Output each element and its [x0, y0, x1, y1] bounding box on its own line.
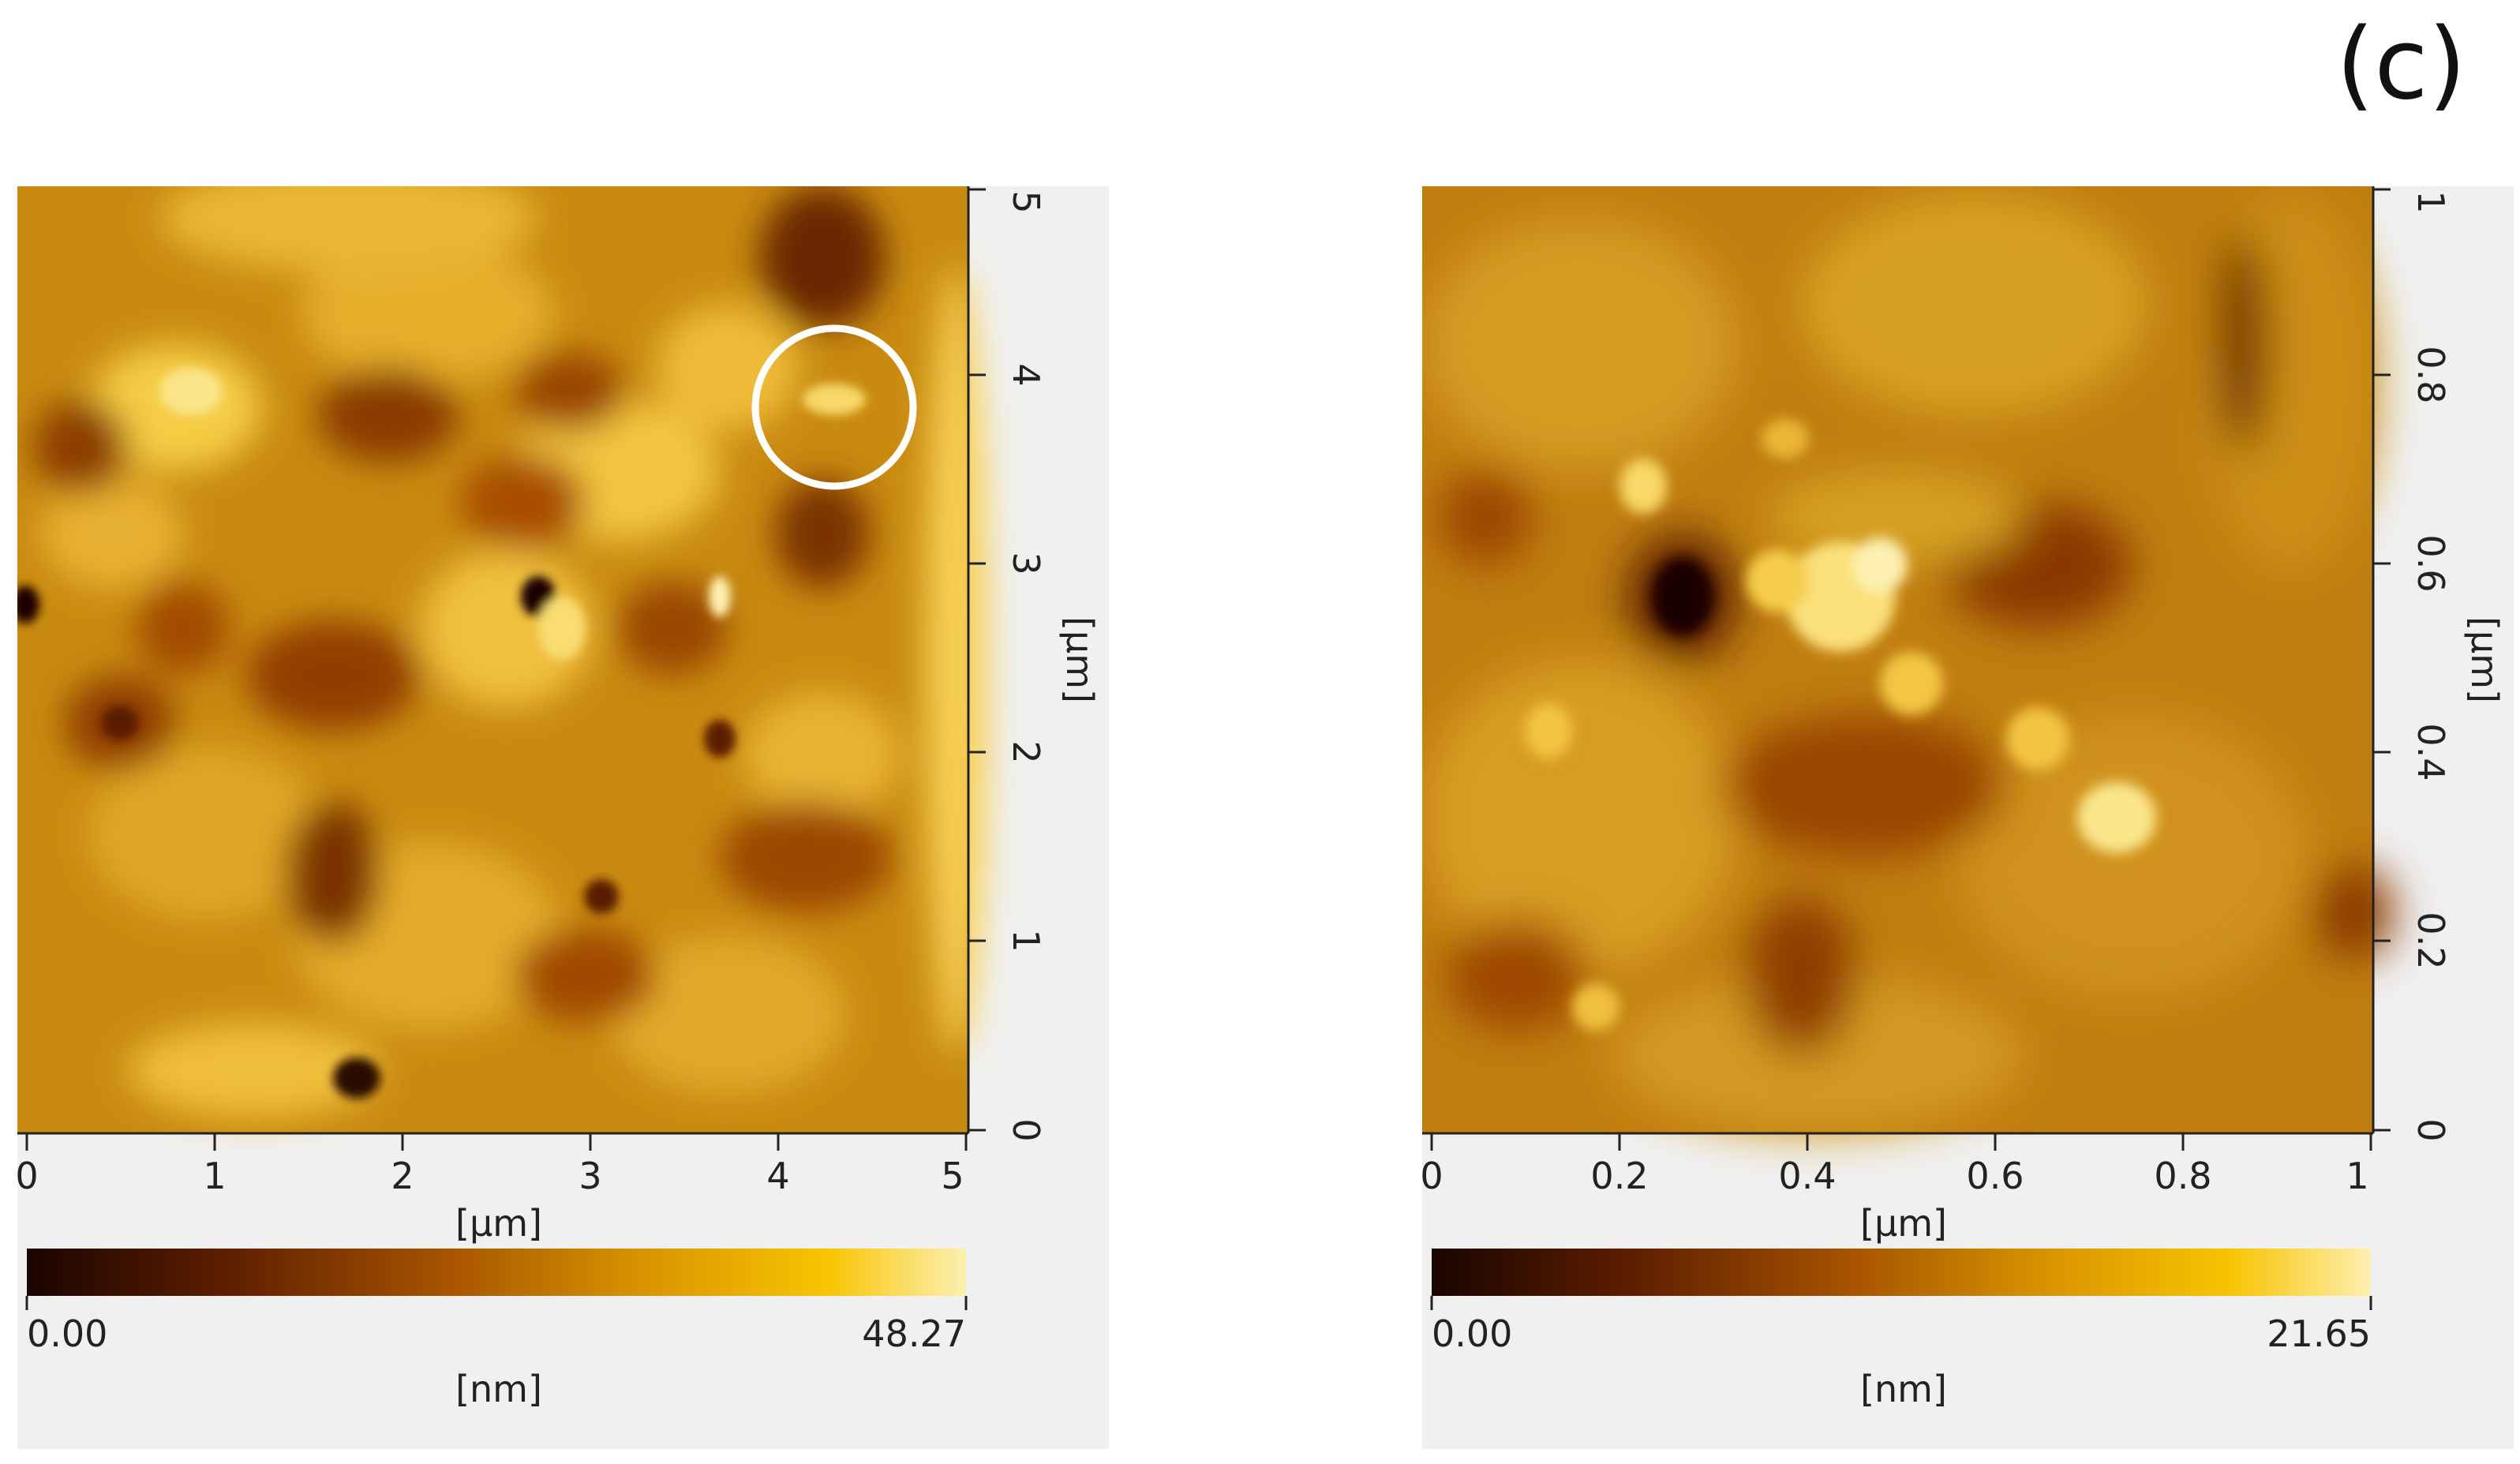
axes-right — [1422, 186, 2375, 1135]
x-tick-label: 0.6 — [1966, 1155, 2024, 1197]
y-tick-label: 0.2 — [2410, 912, 2452, 969]
x-tick-marks-right — [1430, 1133, 2372, 1151]
y-tick-label: 0 — [2410, 1118, 2452, 1141]
y-tick-label: 2 — [1005, 740, 1047, 763]
y-tick-label: 0.4 — [2410, 723, 2452, 781]
x-axis-unit: [µm] — [1860, 1202, 1947, 1245]
colorbar-min: 0.00 — [27, 1312, 107, 1355]
x-tick-label: 4 — [766, 1155, 789, 1197]
y-tick-label: 0.8 — [2410, 346, 2452, 403]
colorbar-min: 0.00 — [1432, 1312, 1512, 1355]
y-tick-marks-left — [968, 188, 986, 1132]
afm-panel-left-svg: 0 1 2 3 4 5 [µm] 0 1 2 3 4 5 [µm] — [11, 163, 1101, 1410]
x-tick-label: 0 — [1422, 1155, 1443, 1197]
colorbar-left — [27, 1249, 966, 1296]
colorbar-max: 48.27 — [862, 1312, 966, 1355]
x-tick-label: 0.2 — [1590, 1155, 1648, 1197]
y-tick-label: 3 — [1005, 552, 1047, 575]
y-tick-marks-right — [2373, 188, 2391, 1132]
afm-panel-right: 0 0.2 0.4 0.6 0.8 1 [µm] 0 0.2 0.4 0.6 0… — [1420, 186, 2514, 1449]
axes-left — [17, 186, 970, 1135]
colorbar-unit: [nm] — [1860, 1368, 1947, 1410]
afm-panel-left: 0 1 2 3 4 5 [µm] 0 1 2 3 4 5 [µm] — [11, 163, 1109, 1449]
figure-label: (c) — [2336, 8, 2466, 122]
y-tick-label: 0 — [1005, 1118, 1047, 1141]
x-tick-label: 1 — [203, 1155, 226, 1197]
x-tick-label: 2 — [391, 1155, 414, 1197]
y-tick-label: 0.6 — [2410, 534, 2452, 592]
x-tick-label: 0.8 — [2154, 1155, 2211, 1197]
afm-height-map-right — [1422, 186, 2393, 1133]
x-tick-label: 0 — [17, 1155, 39, 1197]
y-axis-unit: [µm] — [2463, 616, 2506, 703]
x-tick-label: 0.4 — [1778, 1155, 1836, 1197]
y-tick-label: 5 — [1005, 190, 1047, 213]
x-tick-label: 1 — [2346, 1155, 2368, 1197]
colorbar-right — [1432, 1249, 2371, 1296]
colorbar-max: 21.65 — [2267, 1312, 2371, 1355]
x-tick-label: 3 — [579, 1155, 601, 1197]
x-axis-unit: [µm] — [455, 1202, 542, 1245]
y-tick-label: 1 — [2410, 190, 2452, 213]
colorbar-unit: [nm] — [455, 1368, 542, 1410]
y-tick-label: 4 — [1005, 363, 1047, 386]
afm-height-map-left — [11, 163, 988, 1133]
x-tick-marks-left — [25, 1133, 968, 1151]
y-tick-label: 1 — [1005, 929, 1047, 952]
highlight-circle — [751, 324, 917, 490]
y-axis-unit: [µm] — [1058, 616, 1101, 703]
x-tick-label: 5 — [941, 1155, 964, 1197]
afm-panel-right-svg: 0 0.2 0.4 0.6 0.8 1 [µm] 0 0.2 0.4 0.6 0… — [1420, 186, 2506, 1410]
